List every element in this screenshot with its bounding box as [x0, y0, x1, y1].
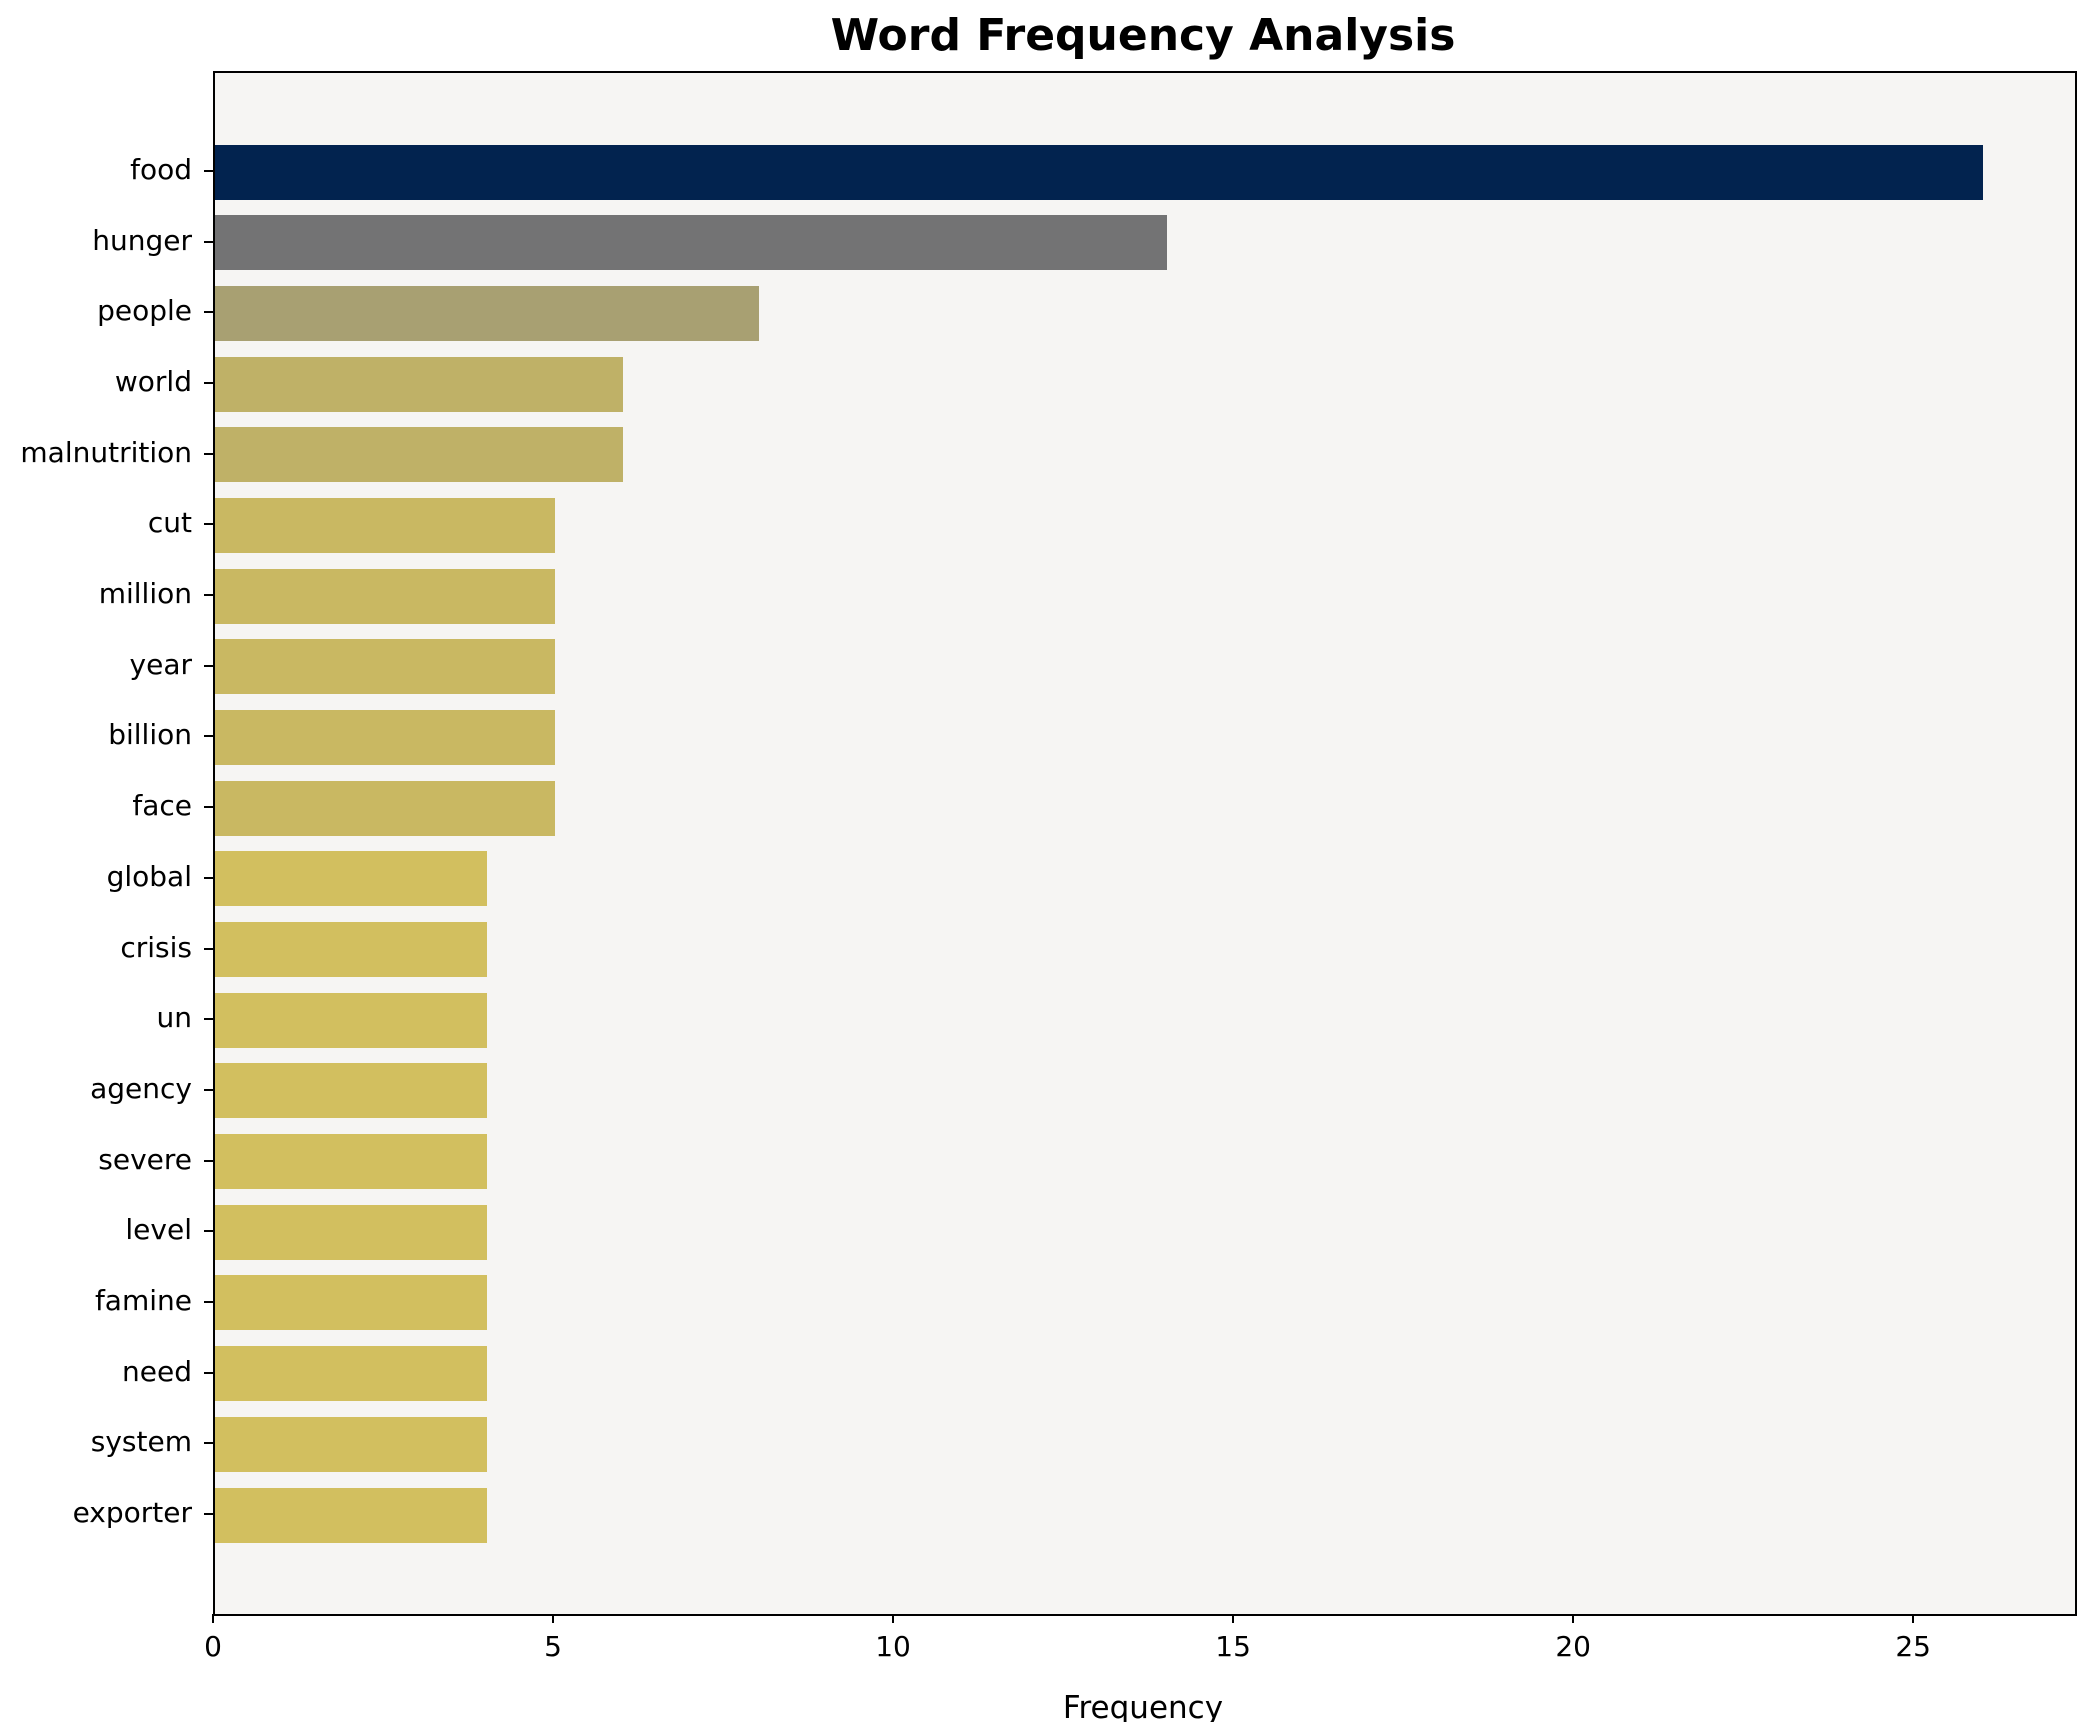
x-tick-mark-10 [892, 1614, 895, 1623]
bar-un [215, 992, 488, 1048]
bar-million [215, 568, 556, 624]
y-tick-mark-million [204, 594, 213, 597]
y-tick-label-million: million [98, 577, 192, 611]
y-tick-mark-system [204, 1442, 213, 1445]
y-tick-label-hunger: hunger [92, 223, 192, 257]
y-tick-label-global: global [106, 859, 192, 893]
bar-system [215, 1416, 488, 1472]
y-tick-mark-malnutrition [204, 452, 213, 455]
y-tick-label-level: level [125, 1213, 192, 1247]
bar-food [215, 144, 1984, 200]
y-tick-mark-crisis [204, 947, 213, 950]
y-tick-label-cut: cut [147, 506, 192, 540]
y-tick-mark-cut [204, 523, 213, 526]
chart-title: Word Frequency Analysis [830, 10, 1456, 61]
bar-people [215, 285, 760, 341]
bar-exporter [215, 1487, 488, 1543]
y-tick-mark-need [204, 1371, 213, 1374]
y-tick-label-agency: agency [90, 1071, 192, 1105]
y-tick-label-exporter: exporter [72, 1496, 192, 1529]
x-tick-mark-0 [212, 1614, 214, 1623]
y-tick-label-year: year [129, 647, 192, 681]
bar-level [215, 1204, 488, 1260]
x-tick-label-0: 0 [204, 1630, 222, 1663]
x-tick-label-25: 25 [1895, 1630, 1931, 1663]
y-tick-mark-global [204, 876, 213, 879]
x-tick-label-15: 15 [1215, 1630, 1251, 1663]
x-tick-label-20: 20 [1555, 1630, 1591, 1663]
bar-need [215, 1346, 488, 1402]
y-tick-mark-year [204, 664, 213, 667]
y-tick-label-un: un [156, 1001, 193, 1035]
y-tick-mark-billion [204, 735, 213, 738]
x-tick-mark-15 [1232, 1614, 1235, 1623]
y-tick-mark-world [204, 382, 213, 385]
y-tick-label-face: face [132, 789, 192, 823]
x-tick-mark-5 [552, 1614, 555, 1623]
bar-agency [215, 1063, 488, 1119]
bar-world [215, 356, 624, 412]
bar-face [215, 780, 556, 836]
bar-malnutrition [215, 427, 624, 483]
y-tick-label-malnutrition: malnutrition [20, 435, 192, 469]
y-tick-label-crisis: crisis [120, 930, 192, 964]
y-tick-mark-people [204, 311, 213, 314]
bar-year [215, 639, 556, 695]
bar-famine [215, 1275, 488, 1331]
y-tick-mark-face [204, 806, 213, 809]
plot-area [213, 71, 2077, 1616]
y-tick-mark-exporter [204, 1513, 213, 1515]
y-tick-label-world: world [114, 365, 192, 399]
bar-severe [215, 1134, 488, 1190]
y-tick-label-food: food [130, 153, 192, 186]
y-tick-label-severe: severe [98, 1142, 192, 1176]
y-tick-label-need: need [122, 1354, 192, 1388]
bar-billion [215, 709, 556, 765]
x-tick-mark-20 [1572, 1614, 1575, 1623]
y-tick-mark-famine [204, 1300, 213, 1303]
y-tick-label-system: system [90, 1425, 192, 1459]
y-tick-mark-un [204, 1018, 213, 1021]
bar-crisis [215, 922, 488, 978]
x-tick-mark-25 [1912, 1614, 1915, 1623]
y-tick-mark-hunger [204, 240, 213, 243]
x-axis-label: Frequency [1062, 1690, 1224, 1722]
y-tick-mark-level [204, 1230, 213, 1233]
y-tick-label-billion: billion [108, 718, 192, 752]
x-tick-label-5: 5 [544, 1630, 562, 1663]
y-tick-label-people: people [97, 294, 192, 328]
y-tick-mark-severe [204, 1159, 213, 1162]
y-tick-mark-food [204, 170, 213, 172]
bar-global [215, 851, 488, 907]
bar-hunger [215, 215, 1168, 271]
x-tick-label-10: 10 [875, 1630, 911, 1663]
bar-cut [215, 497, 556, 553]
y-tick-mark-agency [204, 1088, 213, 1091]
y-tick-label-famine: famine [94, 1283, 192, 1317]
